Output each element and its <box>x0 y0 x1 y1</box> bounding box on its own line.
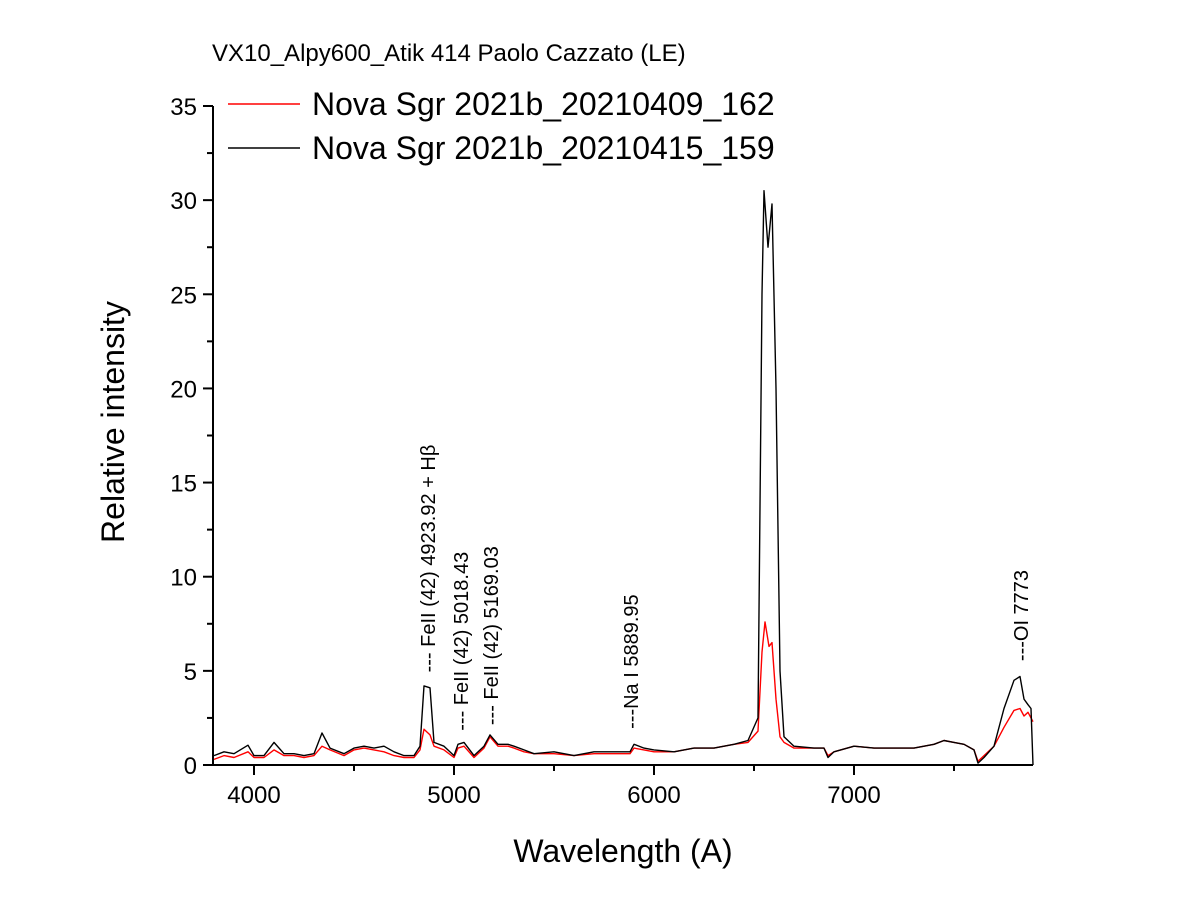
line-annotation: ---OI 7773 <box>1011 570 1033 661</box>
series-group <box>213 190 1034 766</box>
axes: 4000 5000 6000 7000 0 5 10 15 20 25 30 35 <box>170 94 1033 809</box>
x-tick-label: 6000 <box>627 782 680 809</box>
y-tick-label: 5 <box>184 659 197 686</box>
line-annotation: --- FeII (42) 5018.43 <box>451 552 473 731</box>
y-tick-label: 0 <box>184 753 197 780</box>
annotations: --- FeII (42) 4923.92 + Hβ --- FeII (42) … <box>418 445 1033 731</box>
x-tick-label: 7000 <box>827 782 880 809</box>
y-tick-label: 15 <box>170 471 197 498</box>
line-annotation: --- FeII (42) 5169.03 <box>481 546 503 725</box>
x-tick-label: 4000 <box>227 782 280 809</box>
series-line-2 <box>213 190 1034 766</box>
y-axis-label: Relative intensity <box>95 301 131 543</box>
x-axis-label: Wavelength (A) <box>513 833 732 869</box>
line-annotation: --- FeII (42) 4923.92 + Hβ <box>418 445 440 673</box>
chart-title: VX10_Alpy600_Atik 414 Paolo Cazzato (LE) <box>212 40 686 67</box>
legend-label-1: Nova Sgr 2021b_20210409_162 <box>312 86 775 122</box>
y-tick-label: 25 <box>170 282 197 309</box>
y-tick-label: 10 <box>170 565 197 592</box>
x-tick-label: 5000 <box>427 782 480 809</box>
y-tick-label: 20 <box>170 376 197 403</box>
y-tick-label: 35 <box>170 94 197 121</box>
y-tick-label: 30 <box>170 188 197 215</box>
line-annotation: ---Na I 5889.95 <box>621 594 643 729</box>
legend: Nova Sgr 2021b_20210409_162 Nova Sgr 2021… <box>228 86 775 166</box>
legend-label-2: Nova Sgr 2021b_20210415_159 <box>312 130 775 166</box>
